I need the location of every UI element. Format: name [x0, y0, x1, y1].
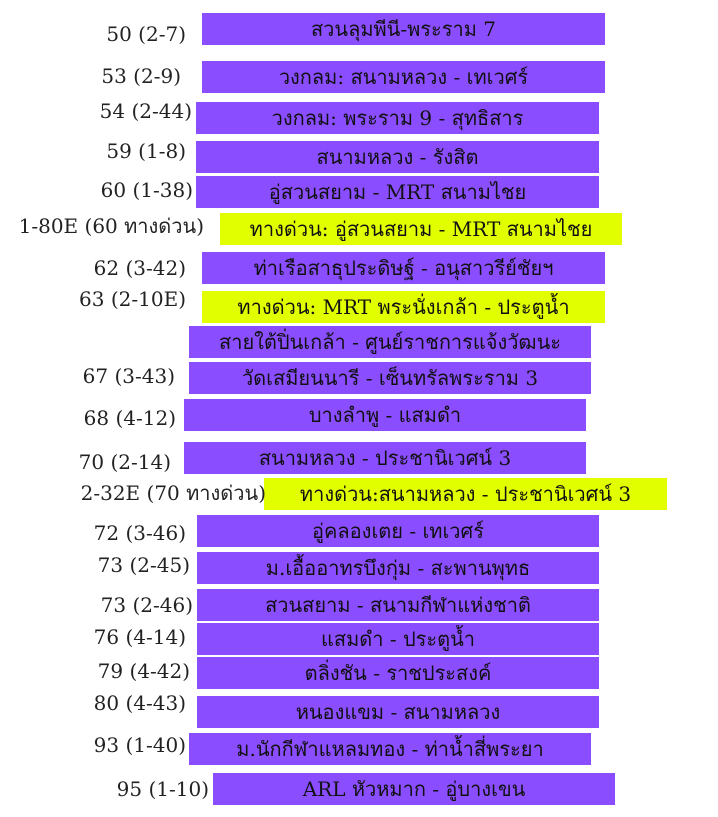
route-bar: ตลิ่งชัน - ราชประสงค์ [197, 657, 599, 689]
route-code: 73 (2-46) [100, 593, 193, 617]
route-bar: วงกลม: สนามหลวง - เทเวศร์ [202, 61, 605, 93]
express-route-bar: ทางด่วน:สนามหลวง - ประชานิเวศน์ 3 [264, 478, 667, 510]
route-bar: บางลำพู - แสมดำ [184, 399, 586, 431]
route-code: 72 (3-46) [93, 521, 186, 545]
route-code: 76 (4-14) [93, 625, 186, 649]
route-code: 79 (4-42) [97, 659, 190, 683]
route-code: 50 (2-7) [106, 22, 186, 46]
route-bar: อู่สวนสยาม - MRT สนามไชย [196, 176, 599, 208]
route-bar: ม.เอื้ออาทรบึงกุ่ม - สะพานพุทธ [197, 552, 599, 584]
route-code: 63 (2-10E) [79, 287, 186, 311]
route-code: 95 (1-10) [116, 777, 209, 801]
route-code: 54 (2-44) [99, 99, 192, 123]
express-route-bar: ทางด่วน: อู่สวนสยาม - MRT สนามไชย [220, 213, 622, 245]
route-code: 53 (2-9) [101, 64, 181, 88]
route-bar: วัดเสมียนนารี - เซ็นทรัลพระราม 3 [189, 362, 591, 394]
route-bar: ท่าเรือสาธุประดิษฐ์ - อนุสาวรีย์ชัยฯ [202, 252, 605, 284]
route-bar: วงกลม: พระราม 9 - สุทธิสาร [196, 102, 599, 134]
route-bar: ม.นักกีฬาแหลมทอง - ท่าน้ำสี่พระยา [189, 733, 591, 765]
route-bar: หนองแขม - สนามหลวง [197, 696, 599, 728]
route-bar: ARL หัวหมาก - อู่บางเขน [213, 773, 615, 805]
route-code: 2-32E (70 ทางด่วน) [80, 481, 266, 505]
route-code: 60 (1-38) [100, 178, 193, 202]
route-bar: แสมดำ - ประตูน้ำ [197, 623, 599, 655]
route-bar: สนามหลวง - รังสิต [196, 141, 599, 173]
route-code: 1-80E (60 ทางด่วน) [18, 214, 204, 238]
route-code: 67 (3-43) [82, 364, 175, 388]
route-code: 59 (1-8) [106, 139, 186, 163]
route-code: 73 (2-45) [97, 553, 190, 577]
route-code: 80 (4-43) [93, 691, 186, 715]
route-bar: สวนลุมพีนี-พระราม 7 [202, 13, 605, 45]
route-bar: สวนสยาม - สนามกีฬาแห่งชาติ [197, 589, 599, 621]
route-bar: สนามหลวง - ประชานิเวศน์ 3 [184, 442, 586, 474]
express-route-bar: ทางด่วน: MRT พระนั่งเกล้า - ประตูน้ำ [202, 291, 605, 323]
route-code: 62 (3-42) [93, 256, 186, 280]
route-code: 93 (1-40) [93, 733, 186, 757]
route-code: 70 (2-14) [78, 450, 171, 474]
route-bar: สายใต้ปิ่นเกล้า - ศูนย์ราชการแจ้งวัฒนะ [189, 326, 591, 358]
route-bar: อู่คลองเตย - เทเวศร์ [197, 515, 599, 547]
route-code: 68 (4-12) [83, 406, 176, 430]
